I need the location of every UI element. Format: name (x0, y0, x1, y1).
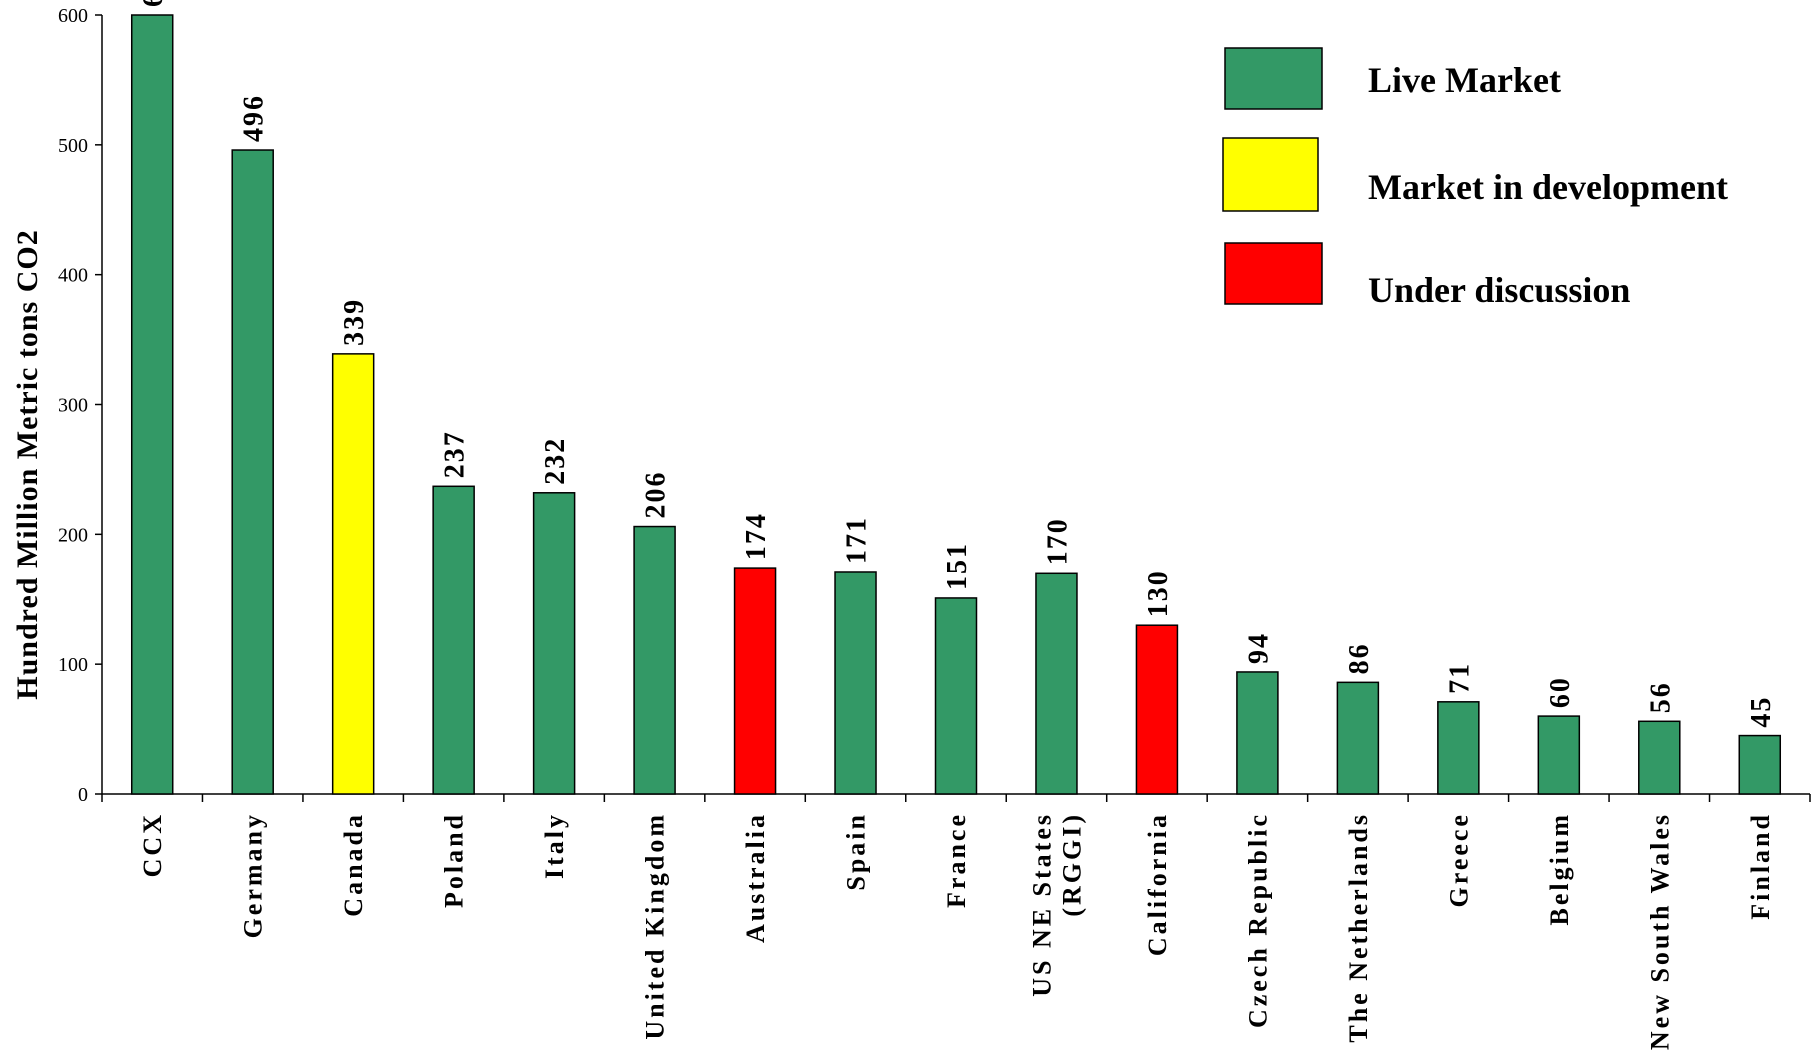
legend: Live Market Market in development Under di… (1222, 47, 1728, 310)
bar-value-label: 56 (1645, 681, 1676, 713)
bar-value-label: 86 (1344, 642, 1375, 674)
bar (130, 14, 174, 795)
legend-swatch (1224, 242, 1323, 305)
bar (1236, 671, 1279, 795)
bar (331, 353, 375, 795)
x-tick-label: Czech Republic (1243, 812, 1272, 1028)
bar (633, 525, 676, 795)
x-tick-label: Poland (440, 812, 469, 908)
x-tick-label: (RGGI) (1057, 812, 1086, 917)
bar-value-label: 45 (1746, 696, 1777, 728)
bar-value-label: 237 (440, 430, 471, 478)
category-labels: CCX Germany Canada Poland Italy United Kingdo… (138, 812, 1775, 1050)
y-tick-label: 500 (58, 135, 88, 157)
bar-value-label: 206 (641, 471, 672, 519)
bar (1638, 720, 1681, 795)
x-tick-label: Germany (239, 812, 268, 938)
x-tick-label: United Kingdom (641, 812, 670, 1040)
bar (1035, 572, 1078, 795)
x-tick-label: US NE States (1027, 812, 1056, 997)
y-tick-label: 300 (58, 395, 88, 417)
y-axis-label: Hundred Million Metric tons CO2 (11, 229, 44, 699)
bar-value-label: 174 (741, 512, 772, 560)
y-tick-label: 400 (58, 265, 88, 287)
bar-value-label: 130 (1143, 569, 1174, 617)
bar-value-label: 339 (339, 298, 370, 346)
bar (432, 485, 475, 795)
bar-value-label: 151 (942, 542, 973, 590)
bar-value-label: 171 (842, 516, 873, 564)
legend-label: Live Market (1368, 60, 1561, 100)
axes: 0 100 200 300 400 500 600 (58, 5, 1811, 806)
y-tick-label: 600 (58, 5, 88, 27)
value-labels: 600 496 339 237 232 206 174 171 151 170 130 94 86 71 6… (138, 0, 1777, 728)
x-tick-label: Finland (1746, 812, 1775, 920)
y-tick-label: 0 (78, 784, 88, 806)
x-tick-label: France (942, 812, 971, 908)
bar (231, 149, 274, 795)
legend-label: Under discussion (1368, 270, 1630, 310)
bar-value-label: 600 (138, 0, 169, 7)
bar (934, 597, 978, 795)
bar (733, 567, 777, 795)
bars (130, 14, 1782, 795)
y-tick-label: 200 (58, 524, 88, 546)
x-tick-label: Italy (540, 812, 569, 879)
y-tick-label: 100 (58, 654, 88, 676)
bar (1738, 734, 1782, 795)
bar-value-label: 60 (1545, 676, 1576, 708)
x-tick-label: California (1143, 812, 1172, 956)
x-tick-label: Belgium (1545, 812, 1574, 925)
x-tick-label: Greece (1444, 812, 1473, 907)
bar (834, 571, 877, 795)
x-tick-label: New South Wales (1645, 812, 1674, 1050)
bar (1437, 701, 1480, 795)
bar (1336, 681, 1380, 795)
legend-swatch (1224, 47, 1323, 110)
bar-value-label: 170 (1042, 517, 1073, 565)
legend-label: Market in development (1368, 167, 1728, 207)
bar (532, 492, 576, 795)
bar-value-label: 232 (540, 437, 571, 485)
x-tick-label: The Netherlands (1344, 812, 1373, 1043)
bar-value-label: 496 (239, 94, 270, 142)
x-tick-label: Canada (339, 812, 368, 917)
x-tick-label: Spain (842, 812, 871, 891)
bar-value-label: 94 (1243, 632, 1274, 664)
legend-swatch (1222, 137, 1319, 212)
x-tick-label: CCX (138, 812, 167, 877)
bar (1537, 715, 1581, 795)
bar-value-label: 71 (1444, 662, 1475, 694)
bar (1135, 624, 1179, 795)
x-tick-label: Australia (741, 812, 770, 943)
